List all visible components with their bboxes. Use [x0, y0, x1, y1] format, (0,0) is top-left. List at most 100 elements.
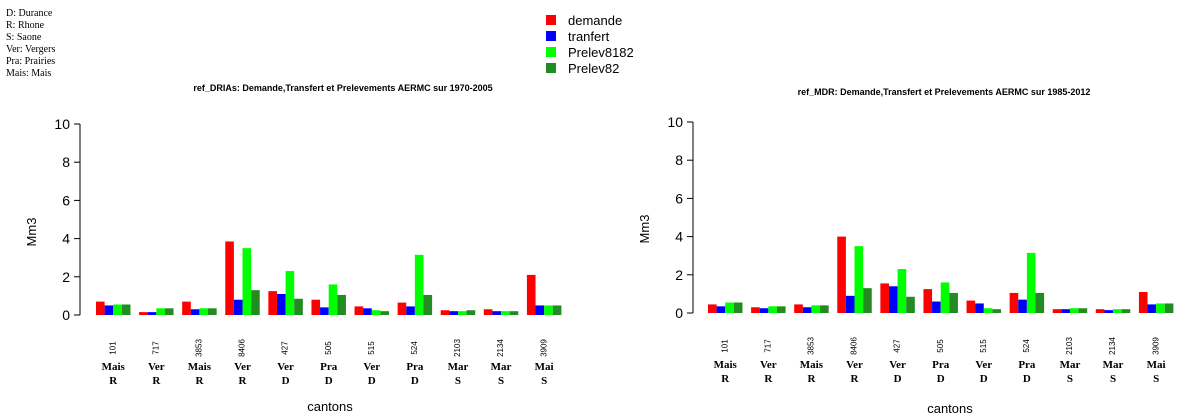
chart-panel-2: ref_MDR: Demande,Transfert et Prelevemen… — [637, 87, 1174, 416]
bar-demande — [837, 236, 846, 313]
bar-Prelev8182 — [242, 248, 252, 315]
bar-tranfert — [535, 305, 545, 315]
bar-Prelev82 — [992, 309, 1002, 313]
category-type-label: Mar — [1103, 359, 1124, 371]
bar-Prelev82 — [1121, 309, 1131, 313]
bar-tranfert — [802, 307, 812, 313]
bar-group-8406 — [225, 241, 260, 315]
x-tick-label: 2103 — [1065, 337, 1074, 355]
bar-tranfert — [233, 299, 243, 315]
bar-demande — [526, 274, 536, 315]
bar-tranfert — [932, 301, 941, 313]
category-type-label: Pra — [320, 361, 338, 373]
bar-group-2103 — [440, 310, 476, 315]
bar-group-505 — [923, 282, 958, 313]
bar-Prelev82 — [380, 311, 390, 315]
x-tick-label: 717 — [763, 339, 772, 353]
bar-group-3853 — [794, 304, 829, 313]
x-tick-label: 3853 — [807, 337, 816, 355]
category-type-label: Mai — [535, 361, 554, 373]
y-tick-label: 10 — [54, 116, 70, 132]
category-river-label: R — [239, 375, 248, 387]
bar-group-427 — [268, 271, 303, 315]
bar-tranfert — [104, 305, 114, 315]
chart-title: ref_MDR: Demande,Transfert et Prelevemen… — [798, 87, 1091, 97]
bar-demande — [708, 304, 717, 313]
category-type-label: Mais — [188, 361, 212, 373]
bar-Prelev82 — [820, 305, 829, 313]
x-tick-label: 8406 — [850, 337, 859, 355]
legend-swatch — [546, 15, 556, 25]
bar-Prelev8182 — [940, 282, 950, 313]
bar-group-2134 — [1095, 309, 1131, 313]
bar-group-8406 — [837, 236, 872, 313]
category-river-label: R — [851, 373, 860, 385]
bar-Prelev8182 — [156, 308, 165, 315]
bar-tranfert — [449, 311, 458, 315]
bar-tranfert — [363, 308, 372, 315]
y-tick-label: 2 — [62, 269, 70, 285]
category-type-label: Mais — [102, 361, 126, 373]
y-tick-label: 6 — [675, 190, 683, 206]
bar-Prelev8182 — [811, 305, 821, 313]
legend-label: Prelev8182 — [568, 44, 634, 60]
category-type-label: Ver — [234, 361, 251, 373]
bar-Prelev82 — [294, 298, 303, 315]
y-tick-label: 0 — [62, 307, 70, 323]
category-river-label: D — [411, 375, 419, 387]
bar-demande — [880, 283, 889, 313]
category-river-label: S — [541, 375, 547, 387]
x-tick-label: 3909 — [1151, 337, 1160, 355]
bar-group-3909 — [1138, 291, 1174, 313]
y-tick-label: 8 — [675, 152, 683, 168]
x-tick-label: 505 — [324, 341, 333, 355]
x-tick-label: 101 — [720, 339, 729, 353]
x-tick-label: 427 — [893, 339, 902, 353]
category-river-label: S — [1067, 373, 1073, 385]
category-river-label: D — [980, 373, 988, 385]
bar-Prelev8182 — [1113, 309, 1122, 313]
category-type-label: Ver — [975, 359, 992, 371]
category-type-label: Mais — [800, 359, 824, 371]
category-type-label: Pra — [1018, 359, 1036, 371]
bar-tranfert — [320, 307, 329, 315]
bar-Prelev8182 — [285, 271, 295, 315]
category-river-label: R — [807, 373, 816, 385]
bar-tranfert — [716, 306, 726, 313]
bar-demande — [966, 300, 976, 313]
chart-title: ref_DRIAs: Demande,Transfert et Prelevem… — [193, 83, 492, 93]
category-river-label: S — [498, 375, 504, 387]
legend-item-prelev82: Prelev82 — [546, 60, 634, 76]
y-tick-label: 2 — [675, 267, 683, 283]
bar-Prelev82 — [906, 296, 915, 313]
y-tick-label: 10 — [667, 114, 683, 130]
chart-legend: demande tranfert Prelev8182 Prelev82 — [546, 12, 634, 76]
category-river-label: D — [282, 375, 290, 387]
bar-demande — [751, 307, 760, 313]
bar-Prelev82 — [1035, 292, 1045, 313]
bar-tranfert — [190, 309, 200, 315]
bar-tranfert — [888, 286, 898, 313]
legend-item-tranfert: tranfert — [546, 28, 634, 44]
category-type-label: Ver — [846, 359, 863, 371]
abbreviation-line: Ver: Vergers — [6, 44, 56, 55]
x-tick-label: 2134 — [1108, 337, 1117, 355]
category-type-label: Ver — [760, 359, 777, 371]
abbreviation-line: Mais: Mais — [6, 68, 52, 79]
bar-Prelev82 — [509, 311, 519, 315]
bar-tranfert — [1061, 309, 1070, 313]
bar-Prelev8182 — [854, 246, 864, 313]
bar-Prelev8182 — [768, 306, 777, 313]
bar-group-2103 — [1052, 308, 1088, 313]
bar-tranfert — [406, 306, 415, 315]
bar-demande — [139, 312, 148, 315]
y-tick-label: 6 — [62, 192, 70, 208]
y-tick-label: 4 — [675, 229, 683, 245]
bar-Prelev8182 — [328, 284, 338, 315]
bar-demande — [923, 289, 933, 313]
x-tick-label: 8406 — [238, 339, 247, 357]
category-river-label: S — [1110, 373, 1116, 385]
bar-group-505 — [311, 284, 346, 315]
bar-demande — [268, 291, 277, 315]
category-type-label: Pra — [932, 359, 950, 371]
